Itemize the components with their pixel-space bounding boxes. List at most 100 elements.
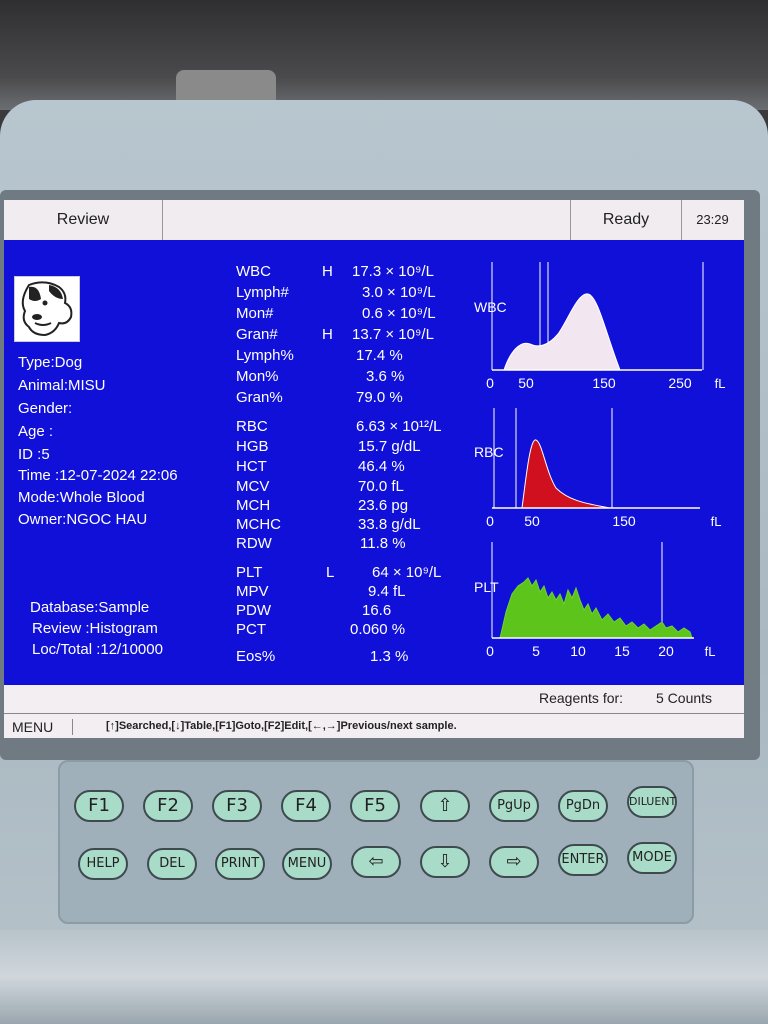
sample-type: Type:Dog [18,354,83,371]
result-flag: L [326,564,335,581]
result-value: 23.6 pg [358,497,409,514]
print-button[interactable]: PRINT [215,848,265,880]
loc-total-info: Loc/Total :12/10000 [32,641,163,658]
top-bar: Review Ready 23:29 [4,200,744,240]
sample-time: Time :12-07-2024 22:06 [18,467,178,484]
result-value: 15.7 g/dL [358,438,421,455]
result-value: 16.6 [362,602,392,619]
result-name: Gran% [236,389,283,406]
sample-mode: Mode:Whole Blood [18,489,145,506]
sample-owner: Owner:NGOC HAU [18,511,148,528]
result-value: 11.8 % [360,535,406,552]
clock: 23:29 [696,212,729,227]
sample-animal: Animal:MISU [18,377,106,394]
pgdn-button[interactable]: PgDn [558,790,608,822]
mode-title: Review [4,200,163,240]
plt-unit-label: fL [705,644,716,659]
arrow-up-button[interactable]: ⇧ [420,790,470,822]
wbc-histogram: 0 50 150 250 fL [486,262,726,391]
plt-tick-label: 10 [570,643,586,659]
result-value: 46.4 % [358,458,405,475]
rbc-histogram: 0 50 150 fL [486,408,722,529]
arrow-down-button[interactable]: ⇩ [420,846,470,878]
result-value: 13.7 × 10⁹/L [352,326,434,343]
status-bar: Reagents for: 5 Counts [4,685,744,713]
f3-button[interactable]: F3 [212,790,262,822]
result-value: 3.6 % [366,368,405,385]
rbc-unit-label: fL [711,514,722,529]
enter-button[interactable]: ENTER [558,844,608,876]
analyzer-screen: Review Ready 23:29 Type:Dog Animal:MISU … [4,200,744,738]
dog-icon [14,276,80,342]
result-name: Mon% [236,368,279,385]
result-name: HCT [236,458,267,475]
result-value: 9.4 fL [368,583,406,600]
menu-button[interactable]: MENU [282,848,332,880]
rbc-tick-label: 50 [524,513,540,529]
arrow-left-button[interactable]: ⇦ [351,846,401,878]
result-value: 6.63 × 10¹²/L [356,418,442,435]
result-name: WBC [236,263,271,280]
result-name: RDW [236,535,272,552]
f2-button[interactable]: F2 [143,790,193,822]
del-button[interactable]: DEL [147,848,197,880]
result-value: 64 × 10⁹/L [372,564,442,581]
wbc-tick-label: 50 [518,375,534,391]
result-value: 33.8 g/dL [358,516,421,533]
result-name: MCH [236,497,271,514]
result-name: PCT [236,621,266,638]
arrow-right-button[interactable]: ⇨ [489,846,539,878]
result-name: RBC [236,418,268,435]
plt-tick-label: 0 [486,643,494,659]
plt-tick-label: 5 [532,643,540,659]
result-name: Lymph# [236,284,289,301]
wbc-tick-label: 0 [486,375,494,391]
plt-histogram: 0 5 10 15 20 fL [486,542,716,659]
result-value: 17.3 × 10⁹/L [352,263,434,280]
help-button[interactable]: HELP [78,848,128,880]
result-flag: H [322,326,333,343]
database-info: Database:Sample [30,599,150,616]
wbc-tick-label: 250 [668,375,692,391]
result-value: 79.0 % [356,389,403,406]
result-name: MCHC [236,516,281,533]
result-name: PLT [236,564,263,581]
status-ready: Ready [570,200,682,240]
pgup-button[interactable]: PgUp [489,790,539,822]
review-panel: Type:Dog Animal:MISU Gender: Age : ID :5… [4,240,744,685]
mode-button[interactable]: MODE [627,842,677,874]
result-value: 17.4 % [356,347,403,364]
keypad: F1 F2 F3 F4 F5 ⇧ PgUp PgDn DILUENT HELP … [58,760,694,924]
wbc-tick-label: 150 [592,375,616,391]
sample-id: ID :5 [18,446,50,463]
sample-gender: Gender: [18,400,73,417]
result-value: 70.0 fL [358,478,404,495]
f5-button[interactable]: F5 [350,790,400,822]
help-bar: MENU [↑]Searched,[↓]Table,[F1]Goto,[F2]E… [4,713,744,738]
result-name: PDW [236,602,271,619]
diluent-button[interactable]: DILUENT [627,786,677,818]
result-name: Eos% [236,648,276,665]
menu-label: MENU [12,719,73,735]
result-name: Mon# [236,305,274,322]
f4-button[interactable]: F4 [281,790,331,822]
help-text: [↑]Searched,[↓]Table,[F1]Goto,[F2]Edit,[… [106,720,457,732]
rbc-tick-label: 150 [612,513,636,529]
result-name: MCV [236,478,270,495]
reagents-count: 5 Counts [656,690,713,706]
result-name: HGB [236,438,269,455]
result-value: 3.0 × 10⁹/L [362,284,436,301]
plt-tick-label: 15 [614,643,630,659]
result-value: 0.6 × 10⁹/L [362,305,436,322]
result-name: Lymph% [236,347,294,364]
plt-tick-label: 20 [658,643,674,659]
device-base [0,930,768,1024]
result-name: MPV [236,583,269,600]
f1-button[interactable]: F1 [74,790,124,822]
wbc-unit-label: fL [715,376,726,391]
sample-age: Age : [18,423,54,440]
result-flag: H [322,263,333,280]
reagents-label: Reagents for: [539,690,624,706]
result-value: 1.3 % [370,648,409,665]
review-info: Review :Histogram [32,620,158,637]
